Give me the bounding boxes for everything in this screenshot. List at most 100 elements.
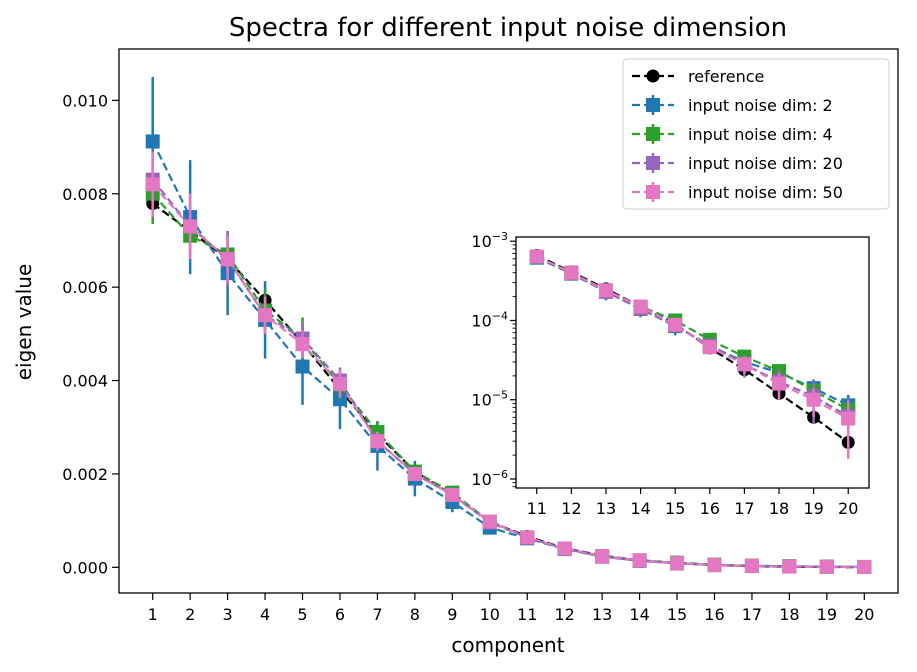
chart-title: Spectra for different input noise dimens… bbox=[229, 13, 787, 43]
main-data-point bbox=[332, 376, 347, 391]
main-data-point bbox=[407, 466, 422, 481]
inset-x-tick-label: 19 bbox=[803, 499, 823, 518]
main-series-4 bbox=[145, 151, 872, 575]
inset-x-tick-label: 16 bbox=[700, 499, 720, 518]
inset-axes-frame bbox=[515, 236, 870, 489]
legend-label: input noise dim: 2 bbox=[688, 96, 833, 115]
main-data-point bbox=[857, 560, 872, 575]
inset-series-4 bbox=[529, 249, 856, 459]
y-tick-label: 0.004 bbox=[62, 372, 108, 391]
inset-x-tick-label: 13 bbox=[596, 499, 616, 518]
main-data-point bbox=[295, 359, 310, 374]
y-axis-label: eigen value bbox=[12, 264, 36, 381]
x-tick-label: 6 bbox=[335, 605, 345, 624]
x-tick-label: 16 bbox=[704, 605, 724, 624]
main-data-point bbox=[482, 514, 497, 529]
inset-y-tick-label: 10−3 bbox=[471, 230, 508, 251]
legend-marker bbox=[646, 69, 660, 83]
inset-data-point bbox=[737, 357, 752, 372]
main-data-point bbox=[557, 541, 572, 556]
main-data-point bbox=[370, 434, 385, 449]
inset-x-tick-label: 11 bbox=[527, 499, 547, 518]
main-data-point bbox=[258, 308, 273, 323]
x-tick-label: 20 bbox=[854, 605, 874, 624]
inset-y-tick-label: 10−4 bbox=[471, 309, 508, 330]
legend-marker bbox=[646, 98, 660, 112]
inset-x-tick-label: 12 bbox=[561, 499, 581, 518]
inset-data-point bbox=[598, 283, 613, 298]
legend: reference input noise dim: 2 input noise d… bbox=[622, 58, 890, 210]
x-tick-label: 2 bbox=[185, 605, 195, 624]
main-data-point bbox=[220, 252, 235, 267]
x-tick-label: 12 bbox=[554, 605, 574, 624]
x-tick-label: 9 bbox=[447, 605, 457, 624]
inset-x-tick-label: 17 bbox=[734, 499, 754, 518]
main-data-point bbox=[819, 559, 834, 574]
legend-entry-4: input noise dim: 50 bbox=[632, 182, 843, 202]
main-data-point bbox=[595, 549, 610, 564]
y-tick-label: 0.010 bbox=[62, 91, 108, 110]
y-tick-label: 0.002 bbox=[62, 465, 108, 484]
inset-y-tick-label: 10−6 bbox=[471, 468, 508, 489]
inset-series-line bbox=[536, 255, 849, 411]
inset-data-point bbox=[702, 340, 717, 355]
inset-data-point bbox=[772, 376, 787, 391]
x-tick-label: 5 bbox=[297, 605, 307, 624]
x-tick-label: 18 bbox=[779, 605, 799, 624]
main-data-point bbox=[632, 553, 647, 568]
legend-label: input noise dim: 4 bbox=[688, 125, 833, 144]
inset-x-tick-label: 14 bbox=[630, 499, 650, 518]
x-tick-label: 1 bbox=[148, 605, 158, 624]
x-tick-label: 3 bbox=[223, 605, 233, 624]
inset-series-line bbox=[536, 255, 849, 420]
inset-data-point bbox=[633, 299, 648, 314]
legend-label: input noise dim: 20 bbox=[688, 154, 843, 173]
main-data-point bbox=[782, 559, 797, 574]
inset-data-point bbox=[564, 265, 579, 280]
main-axes-frame bbox=[118, 48, 899, 594]
main-data-point bbox=[183, 219, 198, 234]
x-tick-label: 4 bbox=[260, 605, 270, 624]
y-tick-label: 0.008 bbox=[62, 185, 108, 204]
main-data-point bbox=[744, 559, 759, 574]
inset-x-tick-label: 15 bbox=[665, 499, 685, 518]
inset-x-tick-label: 20 bbox=[838, 499, 858, 518]
legend-marker bbox=[646, 156, 660, 170]
legend-frame bbox=[622, 58, 890, 210]
legend-label: input noise dim: 50 bbox=[688, 183, 843, 202]
x-tick-label: 13 bbox=[592, 605, 612, 624]
inset-data-point bbox=[806, 392, 821, 407]
main-data-point bbox=[295, 337, 310, 352]
x-tick-label: 8 bbox=[410, 605, 420, 624]
legend-entry-1: input noise dim: 2 bbox=[632, 95, 833, 115]
main-data-point bbox=[670, 556, 685, 571]
legend-entry-3: input noise dim: 20 bbox=[632, 153, 843, 173]
inset-data-point bbox=[668, 317, 683, 332]
legend-entry-0: reference bbox=[632, 67, 764, 86]
inset-y-tick-label: 10−5 bbox=[471, 389, 508, 410]
x-tick-label: 10 bbox=[480, 605, 500, 624]
x-tick-label: 19 bbox=[817, 605, 837, 624]
y-tick-label: 0.000 bbox=[62, 558, 108, 577]
main-data-point bbox=[145, 177, 160, 192]
x-tick-label: 15 bbox=[667, 605, 687, 624]
inset-plot-area: 10−3 10−4 10−5 10−6 11 12 13 14 15 16 17 18 19 20 bbox=[471, 230, 870, 518]
legend-marker bbox=[646, 185, 660, 199]
y-tick-label: 0.006 bbox=[62, 278, 108, 297]
main-data-point bbox=[520, 530, 535, 545]
inset-data-point bbox=[841, 411, 856, 426]
inset-x-tick-label: 18 bbox=[769, 499, 789, 518]
legend-label: reference bbox=[688, 67, 764, 86]
x-axis-label: component bbox=[451, 633, 564, 657]
inset-data-point bbox=[529, 249, 544, 264]
x-tick-label: 14 bbox=[629, 605, 649, 624]
legend-entry-2: input noise dim: 4 bbox=[632, 124, 833, 144]
x-tick-label: 11 bbox=[517, 605, 537, 624]
legend-marker bbox=[646, 127, 660, 141]
main-data-point bbox=[445, 487, 460, 502]
x-tick-label: 17 bbox=[742, 605, 762, 624]
main-data-point bbox=[707, 558, 722, 573]
x-tick-label: 7 bbox=[372, 605, 382, 624]
